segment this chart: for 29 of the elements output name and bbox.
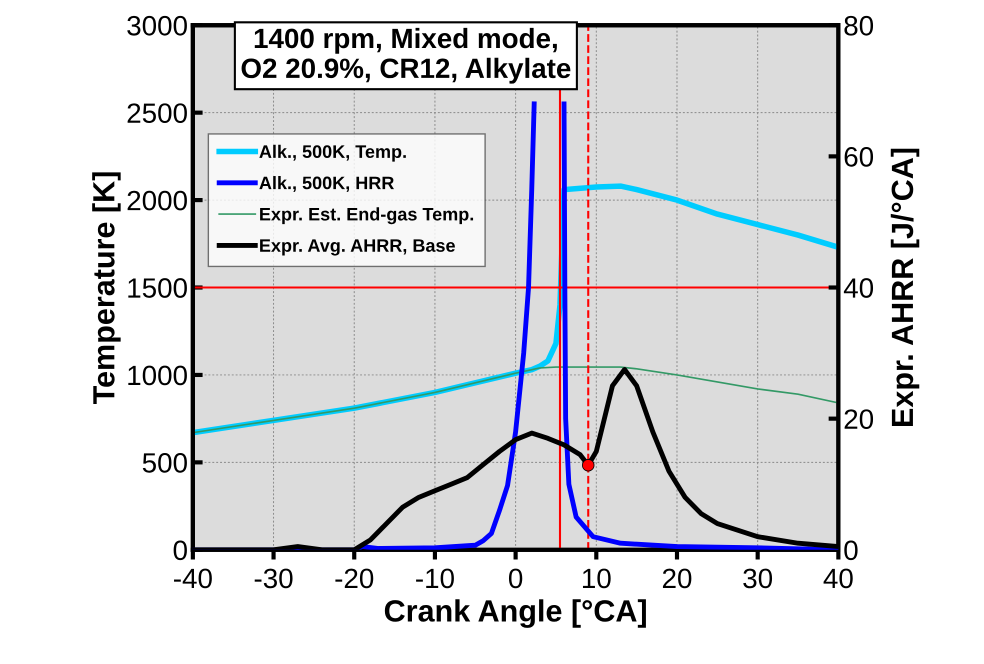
y2-tick-label: 20 xyxy=(844,409,874,429)
x-tick-label: 0 xyxy=(508,568,522,588)
x-axis-title: Crank Angle [°CA] xyxy=(384,599,646,628)
y-tick-label: 2000 xyxy=(128,190,187,210)
y-tick-label: 500 xyxy=(142,453,187,473)
y-tick-label: 1000 xyxy=(128,366,187,386)
y-tick-label: 3000 xyxy=(127,16,187,36)
x-tick-label: -10 xyxy=(416,568,454,588)
y2-axis-title: Expr. AHRR [J/°CA] xyxy=(890,148,920,426)
text: 1400 rpm, Mixed mode, O2 20.9%, CR12, Alkylate xyxy=(242,28,570,84)
y2-tick-label: 60 xyxy=(844,147,874,167)
y-axis-title: Temperature [K] xyxy=(92,172,121,404)
x-tick-label: 30 xyxy=(743,568,772,588)
legend-label: Alk., 500K, Temp. xyxy=(259,144,406,162)
x-tick-label: -30 xyxy=(254,568,293,588)
y-tick-label: 0 xyxy=(174,540,187,560)
y2-tick-label: 80 xyxy=(844,16,874,36)
legend-label: Expr. Est. End-gas Temp. xyxy=(260,207,474,224)
x-tick-label: 20 xyxy=(662,568,692,588)
y-tick-label: 2500 xyxy=(128,103,187,123)
legend-label: Expr. Avg. AHRR, Base xyxy=(260,239,455,256)
x-tick-label: 40 xyxy=(824,568,853,588)
y-tick-label: 1500 xyxy=(128,278,187,298)
y2-tick-label: 0 xyxy=(844,540,858,560)
x-tick-label: -20 xyxy=(335,568,374,588)
x-tick-label: 10 xyxy=(582,568,611,588)
legend-label: Alk., 500K, HRR xyxy=(259,176,394,192)
y2-tick-label: 40 xyxy=(844,278,874,298)
x-tick-label: -40 xyxy=(174,568,212,588)
